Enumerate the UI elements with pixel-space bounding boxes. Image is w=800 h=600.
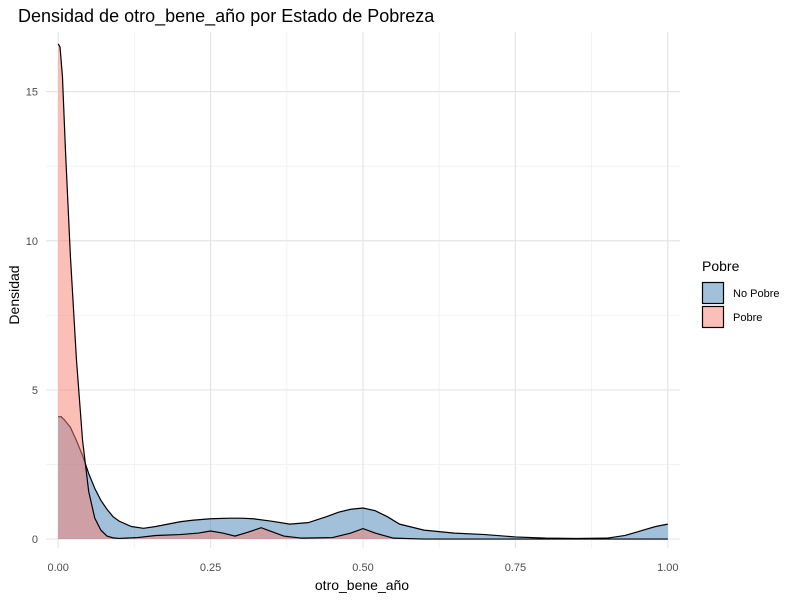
x-tick-label: 1.00 <box>657 562 678 574</box>
y-axis-title: Densidad <box>6 265 22 324</box>
legend-title: Pobre <box>702 258 740 274</box>
legend-label-pobre: Pobre <box>733 312 762 324</box>
legend-swatch-pobre <box>701 305 725 329</box>
x-tick-label: 0.25 <box>200 562 221 574</box>
y-tick-label: 15 <box>26 87 38 99</box>
legend-swatch-no-pobre <box>701 281 725 305</box>
legend: Pobre No Pobre Pobre <box>701 258 779 329</box>
density-series-layer <box>57 43 668 540</box>
density-area-no-pobre <box>58 416 668 540</box>
x-axis-title: otro_bene_año <box>315 577 409 593</box>
x-tick-label: 0.50 <box>352 562 373 574</box>
density-line-pobre <box>57 43 668 540</box>
major-gridlines <box>46 32 680 548</box>
y-tick-label: 0 <box>32 534 38 546</box>
x-tick-label: 0.75 <box>505 562 526 574</box>
x-tick-label: 0.00 <box>47 562 68 574</box>
y-axis-ticks: 0 5 10 15 <box>26 87 38 546</box>
y-tick-label: 10 <box>26 236 38 248</box>
x-axis-ticks: 0.00 0.25 0.50 0.75 1.00 <box>47 562 678 574</box>
y-tick-label: 5 <box>32 385 38 397</box>
legend-label-no-pobre: No Pobre <box>733 288 779 300</box>
chart-title: Densidad de otro_bene_año por Estado de … <box>18 6 435 27</box>
legend-entries: No Pobre Pobre <box>701 281 779 329</box>
density-line-no-pobre <box>58 416 668 540</box>
